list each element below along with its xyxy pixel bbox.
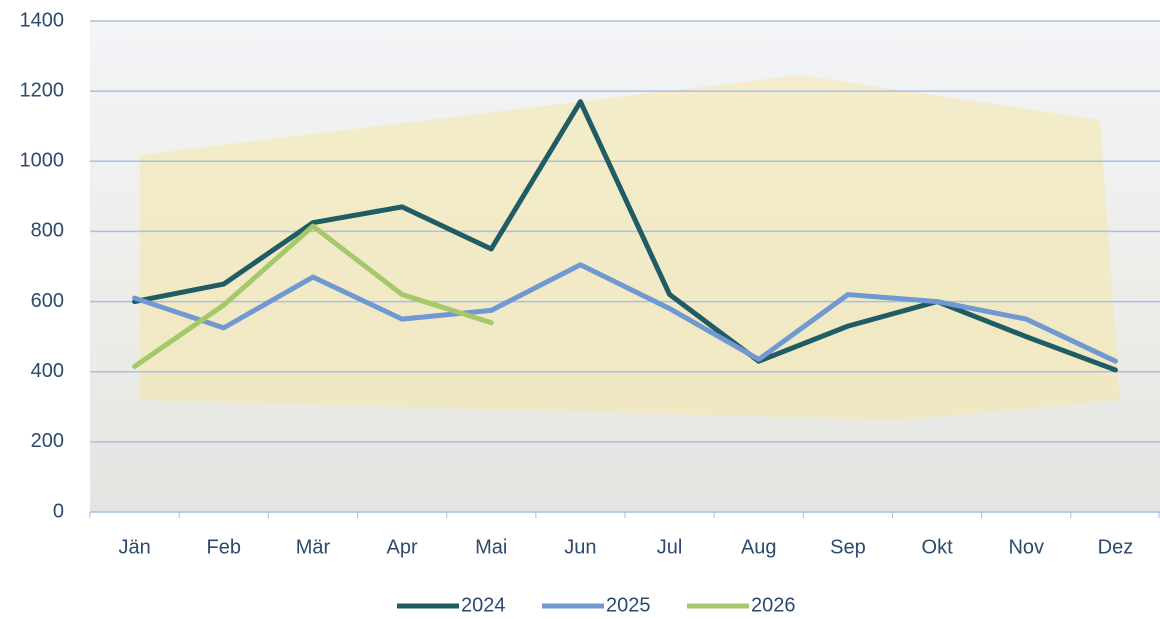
y-tick-label: 1400 [20,9,65,31]
x-tick-label: Sep [830,536,866,558]
x-tick-label: Feb [207,536,241,558]
x-tick-label: Apr [387,536,418,558]
y-tick-label: 600 [31,290,64,312]
y-tick-label: 1000 [20,150,65,172]
x-tick-label: Jun [564,536,596,558]
legend-label: 2024 [461,594,506,616]
x-tick-label: Nov [1008,536,1044,558]
x-tick-label: Okt [922,536,954,558]
y-tick-label: 200 [31,430,64,452]
chart: 0 200 400 600 800 1000 1200 1400 Jän Feb Mär Apr Mai… [0,0,1160,619]
y-tick-label: 400 [31,360,64,382]
x-tick-label: Jän [118,536,150,558]
legend-label: 2025 [606,594,651,616]
x-tick-label: Dez [1098,536,1134,558]
legend-label: 2026 [751,594,796,616]
y-tick-label: 0 [53,500,64,522]
x-tick-label: Jul [657,536,683,558]
x-tick-label: Mai [475,536,507,558]
y-tick-label: 1200 [20,79,65,101]
x-tick-label: Mär [296,536,331,558]
y-tick-label: 800 [31,220,64,242]
x-tick-label: Aug [741,536,777,558]
